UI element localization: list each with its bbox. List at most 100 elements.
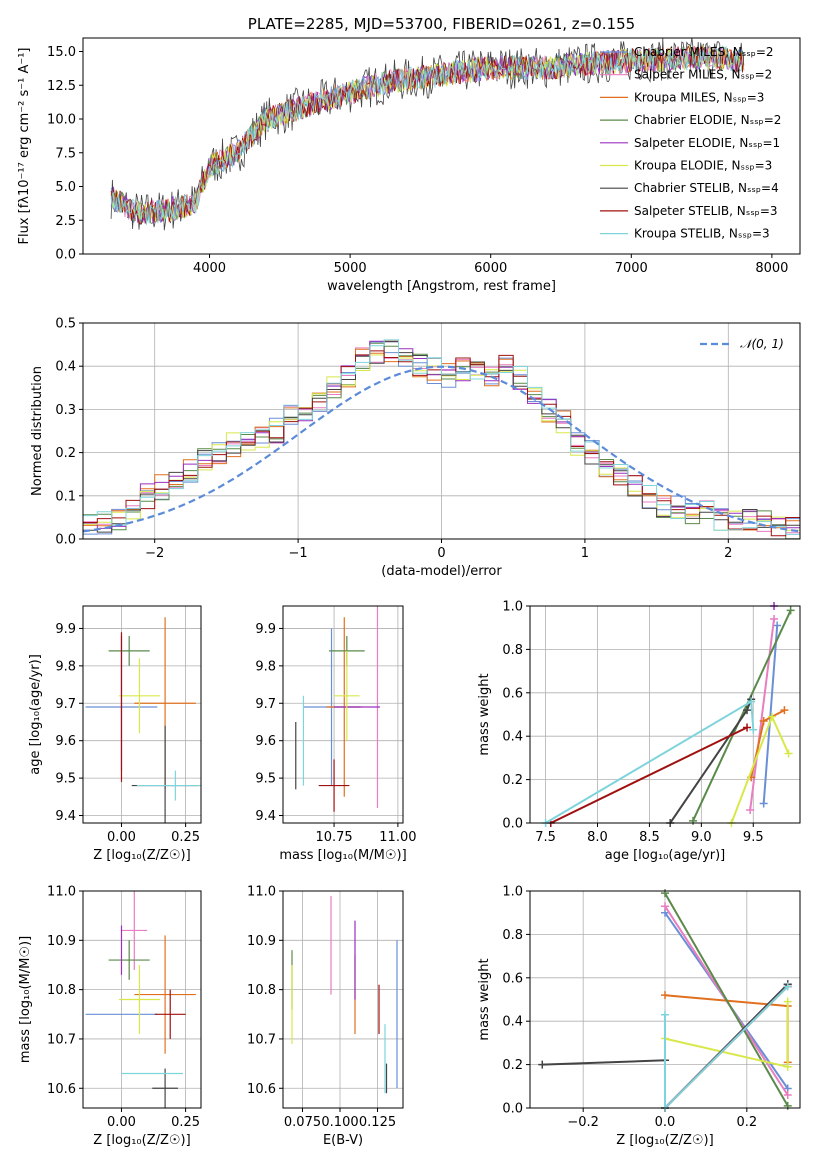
legend-entry: Salpeter MILES, Nₛₛₚ=2 — [634, 68, 772, 82]
y-tick-label: 11.0 — [47, 885, 76, 900]
axes-frame — [82, 605, 202, 824]
panel-spectrum: 4000 5000 6000 7000 8000 0.0 2.5 5.0 7.5 10.0 12.5… — [17, 15, 801, 294]
x-tick-label: 9.0 — [691, 830, 712, 845]
y-tick-label: 0.4 — [502, 1015, 523, 1030]
y-tick-label: 10.8 — [47, 983, 76, 998]
y-axis-label: Flux [fλ10⁻¹⁷ erg cm⁻² s⁻¹ A⁻¹] — [17, 48, 32, 245]
y-tick-label: 0.5 — [55, 317, 76, 332]
y-tick-label: 1.0 — [502, 885, 523, 900]
y-tick-label: 1.0 — [502, 600, 523, 615]
x-tick-label: 9.5 — [743, 830, 764, 845]
axes-frame — [529, 605, 801, 824]
mass-weight-marker — [661, 902, 669, 911]
axes-frame — [529, 890, 801, 1109]
x-axis-label: wavelength [Angstrom, rest frame] — [327, 279, 556, 294]
y-tick-label: 0.6 — [502, 971, 523, 986]
y-tick-label: 10.9 — [247, 934, 276, 949]
y-tick-label: 10.6 — [247, 1082, 276, 1097]
x-axis-label: Z [log₁₀(Z/Z☉)] — [93, 848, 190, 863]
mass-weight-marker — [743, 706, 752, 715]
y-tick-label: 11.0 — [247, 885, 276, 900]
y-tick-label: 7.5 — [55, 146, 76, 161]
y-tick-label: 0.0 — [502, 817, 523, 832]
legend-entry: Chabrier STELIB, Nₛₛₚ=4 — [634, 181, 779, 195]
y-tick-label: 0.4 — [502, 730, 523, 745]
x-tick-label: 0.2 — [736, 1115, 757, 1130]
y-tick-label: 0.3 — [55, 403, 76, 418]
panel-age-vs-z: 0.00 0.25 9.4 9.5 9.6 9.7 9.8 9.9 Z [log₁₀(Z/Z☉)… — [28, 605, 202, 863]
panel-residuals: −2 −1 0 1 2 0.0 0.1 0.2 0.3 0.4 0.5 (data-model)/er… — [30, 317, 801, 579]
y-tick-label: 10.8 — [247, 983, 276, 998]
legend-entry: Salpeter ELODIE, Nₛₛₚ=1 — [634, 136, 780, 150]
axes-frame — [82, 37, 801, 255]
y-tick-label: 2.5 — [55, 214, 76, 229]
x-tick-label: 5000 — [334, 261, 367, 276]
y-tick-label: 10.9 — [47, 934, 76, 949]
y-tick-label: 9.4 — [55, 809, 76, 824]
x-tick-label: 7000 — [615, 261, 648, 276]
legend-entry: Kroupa MILES, Nₛₛₚ=3 — [634, 90, 764, 104]
mass-weight-line — [664, 985, 789, 1108]
y-tick-label: 9.6 — [255, 734, 276, 749]
mass-weight-marker — [747, 697, 756, 706]
x-tick-label: 1 — [581, 546, 589, 561]
y-tick-label: 9.7 — [255, 697, 276, 712]
mass-weight-marker — [689, 816, 698, 825]
x-tick-label: 0.00 — [107, 1115, 136, 1130]
legend-entry: Chabrier MILES, Nₛₛₚ=2 — [634, 45, 774, 59]
mass-weight-marker — [743, 723, 752, 732]
y-tick-label: 0.2 — [55, 446, 76, 461]
panel-massweight-vs-age: 7.5 8.0 8.5 9.0 9.5 0.0 0.2 0.4 0.6 0.8 1.0 age [lo… — [477, 600, 801, 863]
panel-massweight-vs-z: −0.2 0.0 0.2 0.0 0.2 0.4 0.6 0.8 1.0 Z [log₁₀(Z/Z… — [477, 885, 801, 1148]
y-tick-label: 9.8 — [255, 659, 276, 674]
mass-weight-marker — [770, 615, 779, 624]
mass-weight-marker — [661, 991, 669, 1000]
y-tick-label: 0.4 — [55, 360, 76, 375]
x-tick-label: −0.2 — [567, 1115, 599, 1130]
y-tick-label: 12.5 — [47, 79, 76, 94]
x-axis-label: (data-model)/error — [381, 564, 502, 579]
y-tick-label: 10.6 — [47, 1082, 76, 1097]
y-tick-label: 9.9 — [255, 622, 276, 637]
y-axis-label: mass [log₁₀(M/M☉)] — [18, 936, 33, 1063]
mass-weight-marker — [749, 725, 758, 734]
x-tick-label: 8.5 — [639, 830, 660, 845]
axes-frame — [82, 890, 202, 1109]
y-tick-label: 9.8 — [55, 659, 76, 674]
y-tick-label: 0.2 — [502, 773, 523, 788]
mass-weight-marker — [783, 1062, 792, 1071]
y-tick-label: 9.4 — [255, 809, 276, 824]
mass-weight-marker — [759, 717, 768, 726]
x-tick-label: 6000 — [474, 261, 507, 276]
panel-mass-vs-ebv: 0.075 0.100 0.125 10.6 10.7 10.8 10.9 11.0 E(B-V… — [247, 885, 404, 1148]
mass-weight-line — [762, 625, 779, 804]
x-tick-label: 2 — [724, 546, 732, 561]
panel-age-vs-mass: 10.75 11.00 9.4 9.5 9.6 9.7 9.8 9.9 mass [log₁₀(… — [255, 605, 417, 863]
y-tick-label: 9.5 — [55, 772, 76, 787]
x-tick-label: 0 — [437, 546, 445, 561]
mass-weight-marker — [767, 712, 776, 721]
gaussian-curve — [82, 365, 801, 533]
x-axis-label: Z [log₁₀(Z/Z☉)] — [616, 1133, 713, 1148]
y-tick-label: 0.1 — [55, 489, 76, 504]
x-axis-label: age [log₁₀(age/yr)] — [605, 848, 726, 863]
x-tick-label: −1 — [289, 546, 308, 561]
x-tick-label: 8.0 — [587, 830, 608, 845]
x-tick-label: −2 — [145, 546, 164, 561]
y-axis-label: mass weight — [477, 673, 492, 755]
mass-weight-marker — [783, 982, 792, 991]
mass-weight-marker — [661, 1010, 669, 1019]
x-tick-label: 0.0 — [655, 1115, 676, 1130]
axes-frame — [282, 890, 404, 1109]
mass-weight-line — [692, 609, 792, 822]
y-tick-label: 15.0 — [47, 45, 76, 60]
mass-weight-marker — [746, 805, 755, 814]
y-tick-label: 0.2 — [502, 1058, 523, 1073]
mass-weight-marker — [538, 1060, 547, 1069]
y-tick-label: 0.0 — [55, 248, 76, 263]
y-tick-label: 9.5 — [255, 772, 276, 787]
x-tick-label: 0.075 — [284, 1115, 321, 1130]
mass-weight-line — [550, 726, 748, 823]
histogram-step-line — [83, 341, 800, 535]
